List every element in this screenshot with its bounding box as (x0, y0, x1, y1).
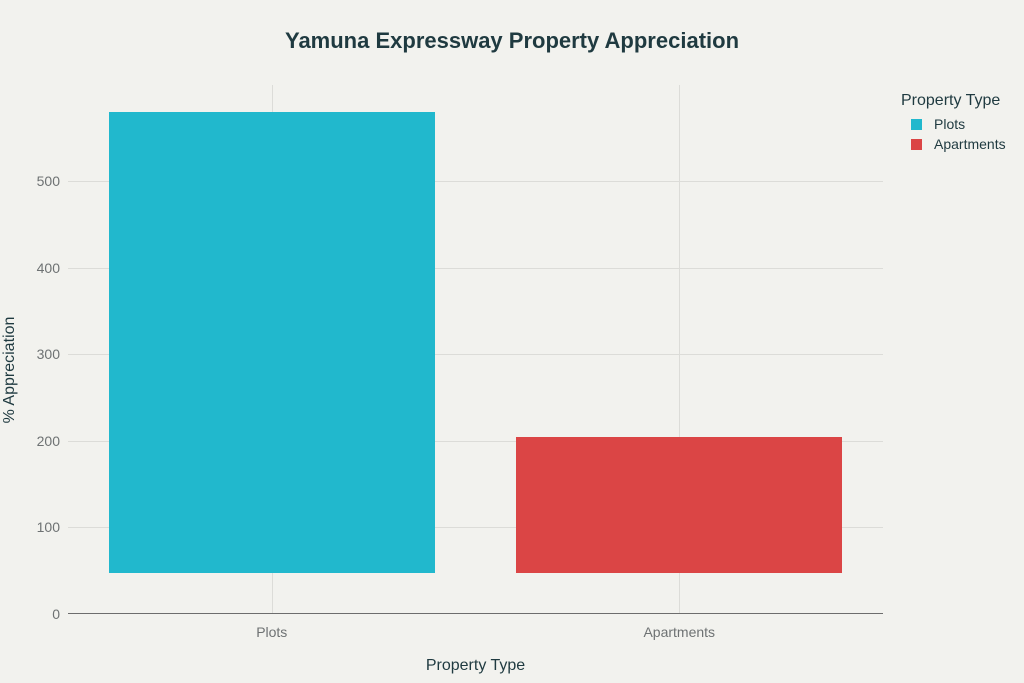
y-tick-label: 200 (36, 432, 60, 449)
legend-title: Property Type (901, 92, 1001, 109)
gridline-horizontal (68, 267, 883, 269)
legend-item-plots[interactable]: Plots (911, 114, 1006, 134)
plot-area (68, 85, 883, 614)
bar-apartments[interactable] (516, 436, 843, 574)
gridline-horizontal (68, 440, 883, 442)
legend-label: Plots (934, 116, 966, 132)
y-tick-label: 0 (52, 606, 60, 622)
y-axis-label: % Appreciation (1, 316, 18, 424)
x-tick-label: Apartments (643, 624, 716, 640)
chart-title: Yamuna Expressway Property Appreciation (284, 28, 740, 53)
legend-swatch-icon (911, 118, 922, 130)
y-tick-label: 100 (36, 519, 60, 536)
gridline-horizontal (68, 354, 883, 356)
x-tick-label: Plots (256, 624, 288, 640)
gridline-horizontal (68, 527, 883, 529)
y-tick-label: 400 (36, 259, 60, 276)
legend: Property Type Plots Apartments (901, 92, 1006, 154)
y-tick-label: 300 (36, 346, 60, 363)
bar-plots[interactable] (108, 111, 435, 574)
gridline-horizontal (68, 181, 883, 183)
legend-item-apartments[interactable]: Apartments (911, 134, 1006, 154)
x-axis-line (68, 613, 883, 614)
x-axis-label: Property Type (425, 657, 526, 674)
y-tick-label: 500 (36, 173, 60, 190)
gridline-vertical (679, 85, 681, 614)
legend-label: Apartments (934, 136, 1006, 152)
legend-swatch-icon (911, 138, 922, 150)
